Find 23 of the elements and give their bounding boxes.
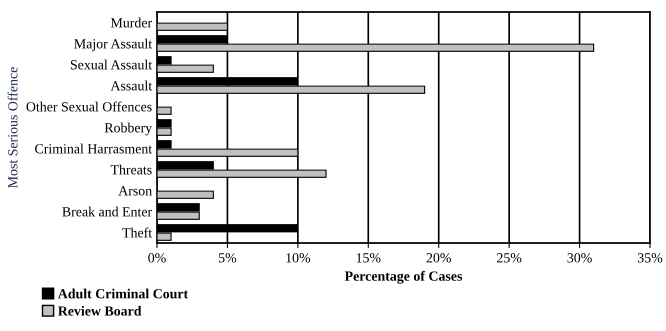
y-tick-label: Major Assault <box>74 38 152 52</box>
y-tick-label: Arson <box>118 186 152 196</box>
y-tick-label: Robbery <box>104 122 152 136</box>
x-tick-label: 10% <box>286 253 310 263</box>
y-tick-label: Other Sexual Offences <box>26 102 152 112</box>
legend-label: Review Board <box>58 306 142 316</box>
y-axis-title: Most Serious Offence <box>8 67 18 188</box>
x-tick-label: 25% <box>497 253 522 263</box>
y-tick-label: Murder <box>110 18 152 28</box>
y-tick-label: Sexual Assault <box>70 60 152 70</box>
x-tick-label: 5% <box>218 253 236 263</box>
y-tick-label: Criminal Harrasment <box>35 144 152 154</box>
x-axis-title: Percentage of Cases <box>344 270 462 284</box>
x-tick-label: 30% <box>568 253 592 263</box>
y-tick-label: Threats <box>110 164 152 174</box>
y-tick-label: Break and Enter <box>62 206 152 216</box>
y-tick-label: Assault <box>110 80 152 90</box>
x-tick-label: 35% <box>638 253 662 263</box>
x-tick-label: 20% <box>426 253 451 263</box>
x-tick-label: 15% <box>356 253 381 263</box>
y-tick-label: Theft <box>122 228 152 238</box>
x-tick-label: 0% <box>148 253 166 263</box>
legend-label: Adult Criminal Court <box>58 288 188 298</box>
